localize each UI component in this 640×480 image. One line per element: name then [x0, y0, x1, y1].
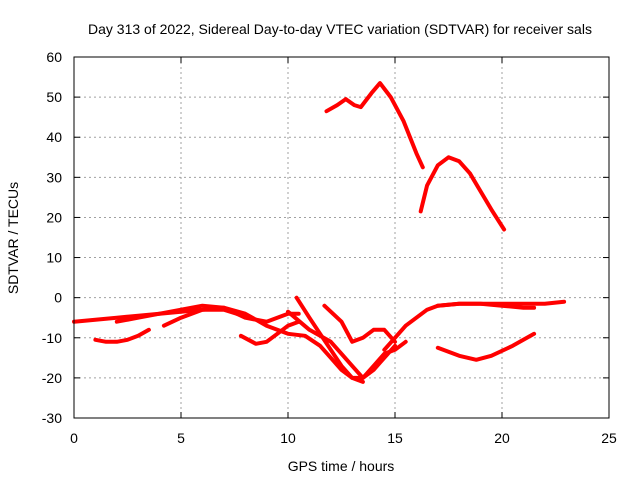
series-line-sat-l: [324, 81, 425, 170]
y-tick-label: -10: [42, 330, 62, 346]
series-line-sat-f: [294, 295, 397, 380]
series-line-sat-j: [435, 301, 537, 310]
x-tick-label: 10: [280, 430, 296, 446]
y-tick-labels: -30 -20 -10 0 10 20 30 40 50 60: [42, 49, 62, 426]
y-tick-label: 60: [46, 49, 62, 65]
y-axis-label: SDTVAR / TECUs: [5, 182, 21, 294]
x-tick-label: 5: [177, 430, 185, 446]
series-line-sat-h: [322, 303, 397, 344]
y-tick-label: -20: [42, 370, 62, 386]
grid-lines: [74, 57, 609, 418]
x-tick-label: 25: [601, 430, 617, 446]
x-axis-label: GPS time / hours: [288, 458, 395, 474]
chart-title: Day 313 of 2022, Sidereal Day-to-day VTE…: [88, 21, 592, 37]
y-tick-label: 20: [46, 209, 62, 225]
x-tick-label: 20: [494, 430, 510, 446]
x-tick-label: 15: [387, 430, 403, 446]
series-line-sat-m: [418, 155, 507, 232]
x-tick-labels: 0 5 10 15 20 25: [70, 430, 617, 446]
axis-ticks: [73, 56, 610, 419]
y-tick-label: 30: [46, 169, 62, 185]
y-tick-label: -30: [42, 410, 62, 426]
y-tick-label: 10: [46, 250, 62, 266]
series-line-sat-d: [161, 305, 365, 384]
y-tick-label: 0: [54, 290, 62, 306]
series-line-sat-i: [382, 299, 567, 352]
data-series: [72, 81, 567, 384]
series-line-sat-k: [435, 331, 537, 362]
series-line-sat-g: [286, 309, 408, 380]
x-tick-label: 0: [70, 430, 78, 446]
plot-frame: [73, 56, 610, 419]
series-line-sat-e: [238, 319, 301, 346]
y-tick-label: 40: [46, 129, 62, 145]
y-tick-label: 50: [46, 89, 62, 105]
series-line-sat-b: [93, 327, 151, 344]
